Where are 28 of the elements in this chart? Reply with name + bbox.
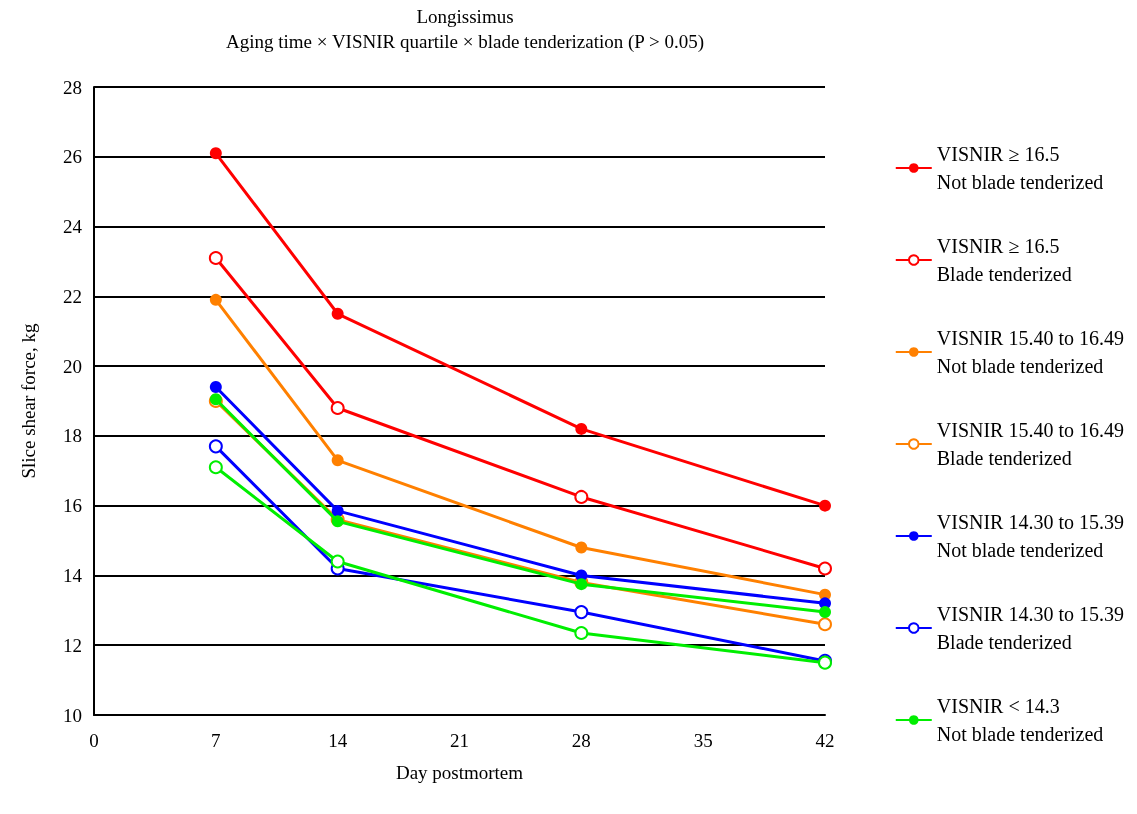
y-tick-label: 10 bbox=[63, 704, 82, 726]
legend-label: VISNIR 14.30 to 15.39 Not blade tenderized bbox=[936, 511, 1125, 561]
x-tick-label: 28 bbox=[571, 730, 591, 751]
y-tick-label: 26 bbox=[63, 146, 82, 168]
y-tick-label: 18 bbox=[63, 425, 82, 447]
y-tick-label: 24 bbox=[63, 216, 83, 238]
x-axis-title: Day postmortem bbox=[395, 762, 524, 783]
y-tick-label: 16 bbox=[63, 495, 82, 517]
y-axis-title: Slice shear force, kg bbox=[18, 322, 39, 479]
y-tick-label: 20 bbox=[63, 355, 82, 377]
chart-subtitle: Aging time × VISNIR quartile × blade tenderization (P > 0.05) bbox=[225, 31, 705, 53]
chart-title: Longissimus bbox=[416, 6, 514, 27]
legend-label: VISNIR 15.40 to 16.49 Not blade tenderized bbox=[936, 327, 1125, 377]
x-tick-label: 14 bbox=[328, 730, 348, 751]
x-tick-label: 7 bbox=[211, 730, 221, 751]
legend-label: VISNIR 15.40 to 16.49 Blade tenderized bbox=[936, 419, 1125, 469]
y-tick-label: 14 bbox=[63, 564, 83, 586]
legend-label: VISNIR ≥ 16.5 Not blade tenderized bbox=[936, 143, 1104, 193]
x-tick-label: 42 bbox=[815, 730, 835, 751]
legend-label: VISNIR < 14.3 Not blade tenderized bbox=[936, 695, 1104, 745]
x-tick-label: 0 bbox=[89, 730, 99, 751]
legend-label: VISNIR ≥ 16.5 Blade tenderized bbox=[936, 235, 1072, 285]
y-tick-label: 12 bbox=[63, 634, 82, 656]
y-tick-label: 28 bbox=[63, 76, 82, 98]
x-tick-label: 21 bbox=[450, 730, 469, 751]
x-tick-label: 35 bbox=[693, 730, 713, 751]
legend-label: VISNIR 14.30 to 15.39 Blade tenderized bbox=[936, 603, 1125, 653]
y-tick-label: 22 bbox=[63, 285, 82, 307]
